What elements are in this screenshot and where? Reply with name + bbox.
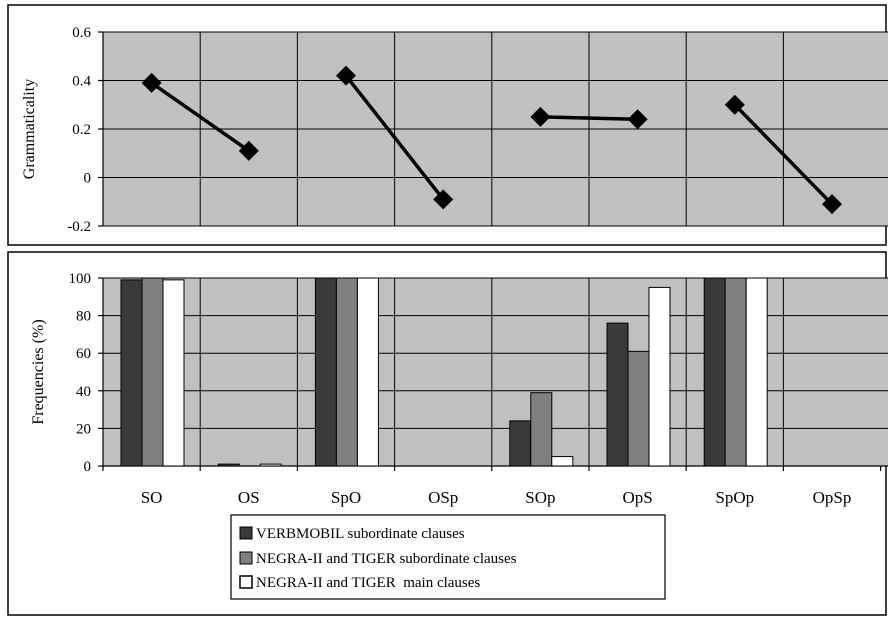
legend-swatch-negra-sub (239, 551, 253, 565)
point-spop (724, 94, 745, 115)
legend-swatch-verbmobil-sub (239, 526, 253, 540)
bar-spop-series-3 (745, 277, 768, 467)
legend-label-negra-main: NEGRA-II and TIGER main clauses (256, 575, 480, 591)
bar-sop-series-1 (509, 420, 532, 467)
bar-spop-series-2 (724, 277, 747, 467)
bottom-ytick-label: 80 (76, 309, 91, 325)
point-so (141, 72, 162, 93)
bottom-ytick-label: 60 (76, 346, 91, 362)
bar-ops-series-2 (627, 350, 650, 467)
bar-so-series-3 (162, 279, 185, 467)
legend-box (230, 514, 666, 600)
bottom-ytick-label: 0 (84, 459, 92, 475)
legend-label-verbmobil-sub: VERBMOBIL subordinate clauses (256, 526, 465, 542)
top-ytick-label: 0 (84, 171, 92, 187)
bottom-ytick-label: 100 (69, 271, 92, 287)
point-sop (530, 106, 551, 127)
bottom-plot-area (103, 278, 888, 466)
bottom-ytick-label: 40 (76, 384, 91, 400)
bar-spop-series-1 (703, 277, 726, 467)
x-category-label: OSp (428, 488, 458, 507)
top-ytick-label: -0.2 (67, 219, 91, 235)
x-category-label: SOp (525, 488, 555, 507)
bar-so-series-1 (120, 279, 143, 467)
legend-label-negra-sub: NEGRA-II and TIGER subordinate clauses (256, 551, 517, 567)
line-segment (344, 74, 445, 201)
x-category-label: OpSp (813, 488, 852, 507)
bar-sop-series-2 (530, 392, 553, 467)
bar-os-series-1 (217, 463, 240, 467)
top-ytick-label: 0.6 (72, 25, 91, 41)
bar-sop-series-3 (551, 456, 574, 467)
point-ops (627, 109, 648, 130)
top-ytick-label: 0.2 (72, 122, 91, 138)
bar-spo-series-1 (314, 277, 337, 467)
bar-ops-series-3 (648, 286, 671, 467)
x-category-label: SO (141, 488, 163, 507)
x-category-label: SpO (331, 488, 361, 507)
bar-so-series-2 (141, 277, 164, 467)
line-segment (733, 103, 834, 206)
bar-spo-series-3 (356, 277, 379, 467)
point-opsp (822, 194, 842, 215)
bottom-ytick-label: 20 (76, 421, 91, 437)
legend-swatch-negra-main (239, 575, 253, 589)
line-segment (150, 81, 250, 153)
x-category-label: OpS (622, 488, 652, 507)
point-spo (336, 65, 356, 86)
bar-os-series-3 (259, 463, 282, 467)
point-os (238, 140, 259, 161)
legend: VERBMOBIL subordinate clauses NEGRA-II a… (230, 514, 666, 600)
bar-spo-series-2 (335, 277, 358, 467)
bottom-y-axis-label: Frequencies (%) (30, 319, 47, 424)
top-ytick-label: 0.4 (72, 74, 91, 90)
line-segment (540, 115, 638, 122)
point-osp (433, 189, 454, 210)
bar-ops-series-1 (606, 322, 629, 467)
x-category-label: OS (238, 488, 260, 507)
x-category-label: SpOp (715, 488, 754, 507)
top-y-axis-label: Grammaticality (21, 79, 38, 179)
